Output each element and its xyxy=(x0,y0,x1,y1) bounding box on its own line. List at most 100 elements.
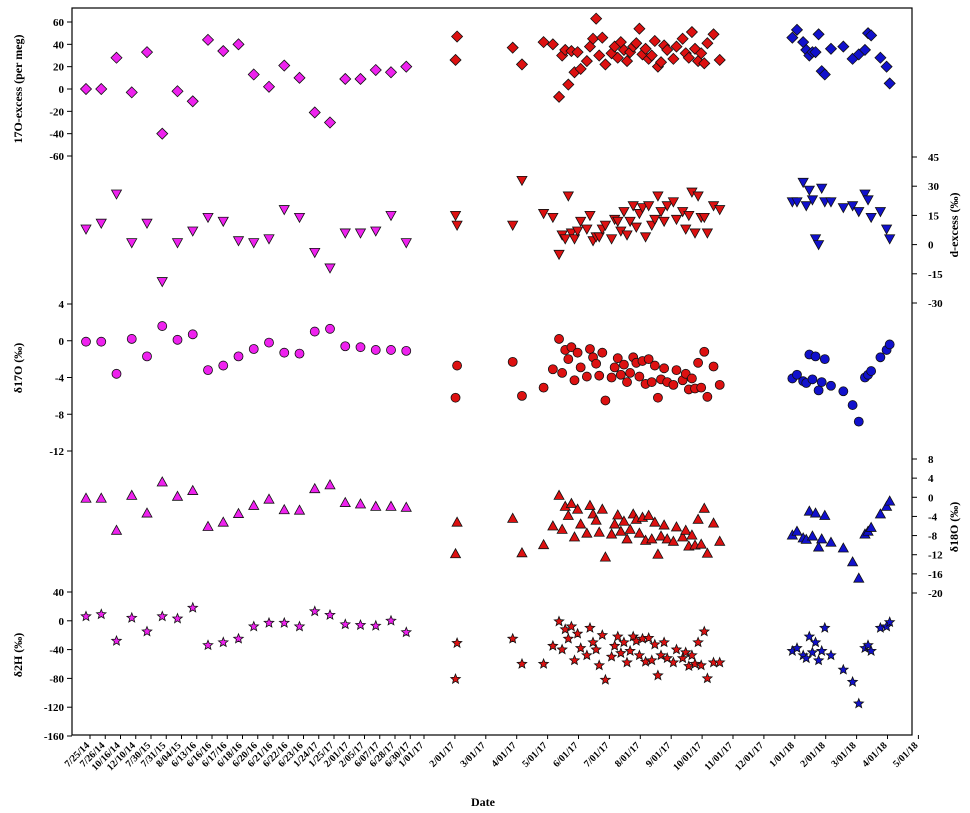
data-point xyxy=(667,52,680,65)
data-point xyxy=(865,212,877,224)
x-tick-label: 12/01/17 xyxy=(733,740,766,773)
data-point xyxy=(202,639,214,651)
data-point xyxy=(126,489,138,500)
data-point xyxy=(707,517,720,528)
data-point xyxy=(649,638,661,650)
data-point xyxy=(708,361,719,372)
data-point xyxy=(825,536,837,547)
data-point xyxy=(624,216,636,228)
data-point xyxy=(874,207,887,218)
data-point xyxy=(556,523,568,534)
data-point xyxy=(883,616,896,628)
data-point xyxy=(79,82,93,96)
data-point xyxy=(96,336,107,347)
data-point xyxy=(186,601,199,613)
data-point xyxy=(818,621,831,633)
data-point xyxy=(451,516,463,527)
data-point xyxy=(217,636,230,648)
data-point xyxy=(171,490,184,501)
x-tick-label: 8/01/17 xyxy=(613,740,642,769)
x-tick-label: 2/01/17 xyxy=(428,740,457,769)
data-point xyxy=(636,203,649,214)
data-point xyxy=(685,25,698,39)
data-point xyxy=(594,370,605,381)
data-point xyxy=(846,201,859,212)
data-point xyxy=(818,68,831,81)
data-point xyxy=(553,249,565,261)
data-point xyxy=(686,649,698,661)
data-point xyxy=(156,127,169,140)
data-point xyxy=(568,531,581,542)
data-point xyxy=(565,620,578,632)
data-point xyxy=(847,400,858,410)
data-point xyxy=(816,183,828,194)
y-tick-label: 20 xyxy=(53,62,65,74)
data-point xyxy=(702,391,713,402)
data-point xyxy=(547,639,559,651)
data-point xyxy=(874,51,887,64)
data-point xyxy=(655,649,667,661)
y-axis-title: δ18O (‰) xyxy=(947,502,961,553)
data-point xyxy=(875,352,886,363)
data-point xyxy=(401,345,412,356)
data-point xyxy=(187,329,198,340)
data-point xyxy=(157,321,168,331)
data-point xyxy=(609,362,620,373)
y-tick-label: 40 xyxy=(53,587,65,599)
data-point xyxy=(812,240,825,251)
data-point xyxy=(701,37,714,50)
data-point xyxy=(692,513,704,524)
data-point xyxy=(370,500,382,511)
data-point xyxy=(599,551,612,562)
data-point xyxy=(449,53,462,67)
data-point xyxy=(819,354,830,365)
data-point xyxy=(339,496,351,507)
data-point xyxy=(384,66,398,79)
y-tick-label: -4 xyxy=(55,373,65,385)
y-tick-label: 15 xyxy=(928,210,940,222)
data-point xyxy=(701,672,714,684)
data-point xyxy=(262,80,276,93)
data-point xyxy=(354,619,367,631)
data-point xyxy=(865,521,877,532)
data-point xyxy=(853,572,865,583)
data-point xyxy=(546,38,559,51)
y-tick-label: -20 xyxy=(928,588,943,600)
data-point xyxy=(649,360,660,371)
data-point xyxy=(862,195,874,206)
y-tick-label: -80 xyxy=(49,673,64,685)
data-point xyxy=(667,656,680,668)
data-point xyxy=(187,484,199,495)
data-point xyxy=(661,652,674,664)
data-point xyxy=(599,673,612,685)
data-point xyxy=(581,371,592,382)
data-point xyxy=(590,12,603,25)
data-point xyxy=(110,189,123,200)
data-point xyxy=(630,37,643,50)
data-point xyxy=(599,58,612,71)
data-point xyxy=(80,610,92,622)
data-point xyxy=(400,238,412,249)
data-point xyxy=(880,224,893,235)
data-point xyxy=(325,323,335,334)
y-tick-label: 0 xyxy=(59,616,65,628)
data-point xyxy=(695,659,707,671)
data-point xyxy=(655,207,667,218)
data-point xyxy=(278,616,291,628)
data-point xyxy=(571,226,584,237)
data-point xyxy=(634,371,645,382)
data-point xyxy=(621,533,633,544)
y-tick-label: 0 xyxy=(59,84,65,96)
data-point xyxy=(370,226,382,237)
data-point xyxy=(643,354,654,365)
data-point xyxy=(110,51,123,64)
data-point xyxy=(248,344,259,354)
data-point xyxy=(695,538,707,549)
data-point xyxy=(624,644,636,656)
data-point xyxy=(670,40,683,53)
data-point xyxy=(667,197,680,208)
data-point xyxy=(790,23,804,36)
data-point xyxy=(797,177,809,189)
data-point xyxy=(562,191,574,202)
